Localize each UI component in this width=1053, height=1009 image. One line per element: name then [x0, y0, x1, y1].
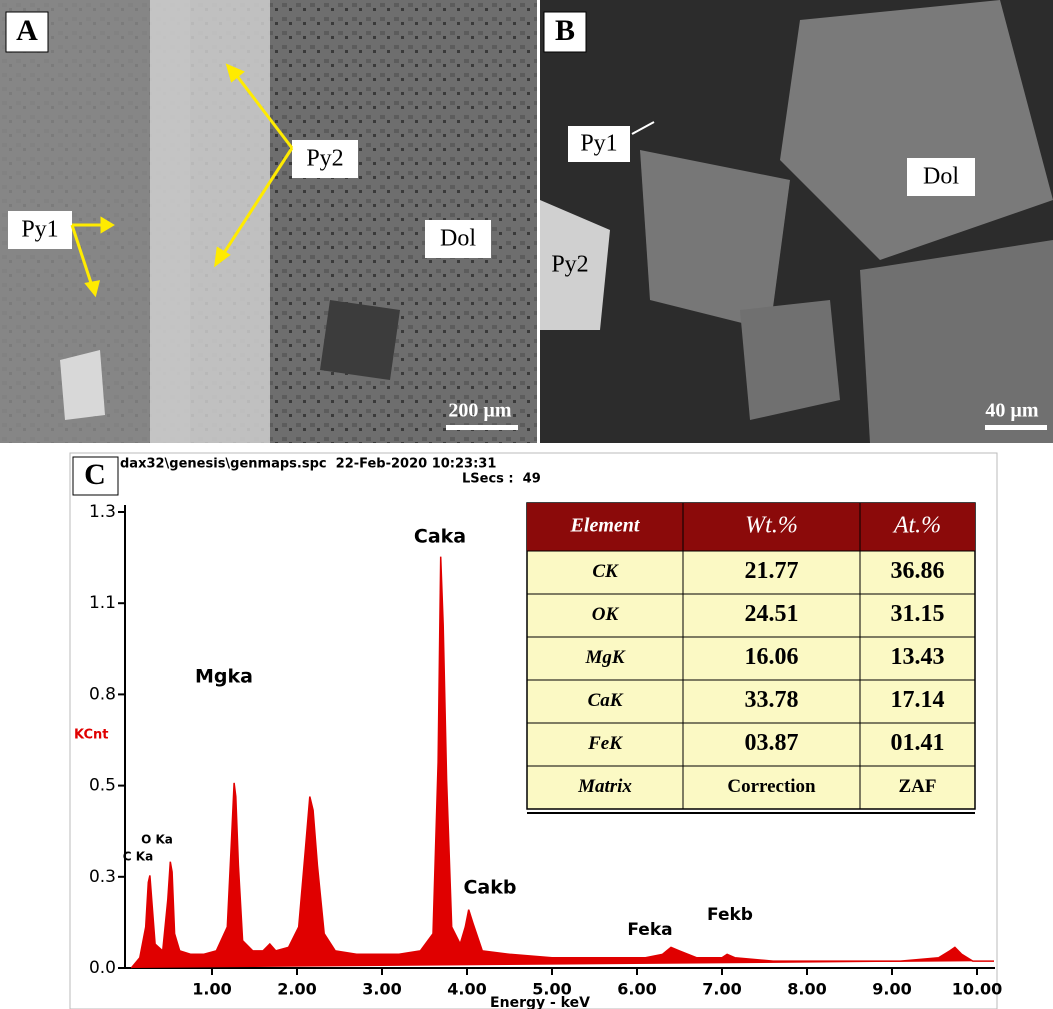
- scale-bar-label: 200 µm: [448, 400, 512, 422]
- table-cell: ZAF: [899, 776, 937, 797]
- sem-region: [150, 0, 270, 443]
- table-cell: CK: [592, 561, 619, 582]
- table-cell: 13.43: [891, 644, 945, 670]
- mineral-label: Py1: [580, 131, 617, 157]
- y-tick-label: 1.1: [89, 593, 116, 613]
- x-tick-label: 7.00: [702, 980, 741, 999]
- x-tick-label: 9.00: [872, 980, 911, 999]
- table-cell: 24.51: [745, 601, 799, 627]
- x-tick-label: 4.00: [447, 980, 486, 999]
- peak-label: Cakb: [463, 877, 516, 899]
- table-cell: 21.77: [745, 558, 799, 584]
- peak-label: Feka: [627, 920, 672, 940]
- mineral-label: Dol: [440, 226, 476, 252]
- x-tick-label: 3.00: [362, 980, 401, 999]
- panel-label: B: [555, 14, 575, 47]
- table-header: Wt.%: [745, 513, 798, 539]
- file-info: dax32\genesis\genmaps.spc 22-Feb-2020 10…: [120, 457, 496, 472]
- y-tick-label: 0.3: [89, 867, 116, 887]
- table-cell: 31.15: [891, 601, 945, 627]
- sem-region: [740, 300, 840, 420]
- panel-label: C: [84, 458, 106, 491]
- panel-a: A Py2 Py1 Dol 200 µm: [0, 0, 537, 443]
- y-tick-label: 0.0: [89, 958, 116, 978]
- table-cell: 01.41: [891, 730, 945, 756]
- table-header: Element: [570, 515, 641, 537]
- table-cell: 16.06: [745, 644, 799, 670]
- sem-region: [60, 350, 105, 420]
- table-cell: OK: [592, 604, 620, 625]
- peak-label: O Ka: [141, 833, 173, 847]
- live-seconds: LSecs : 49: [462, 472, 541, 487]
- table-cell: 17.14: [891, 687, 945, 713]
- table-cell: FeK: [587, 733, 623, 754]
- table-cell: 36.86: [891, 558, 945, 584]
- table-cell: 03.87: [745, 730, 799, 756]
- y-tick-label: 0.5: [89, 776, 116, 796]
- scale-bar: [985, 425, 1047, 430]
- table-cell: Correction: [727, 776, 816, 797]
- mineral-label: Py2: [551, 252, 588, 278]
- mineral-label: Py1: [21, 217, 58, 243]
- mineral-label: Py2: [306, 146, 343, 172]
- panel-label: A: [16, 14, 38, 47]
- scale-bar-label: 40 µm: [985, 400, 1039, 422]
- table-cell: CaK: [588, 690, 624, 711]
- table-cell: 33.78: [745, 687, 799, 713]
- table-cell: Matrix: [577, 776, 632, 797]
- table-cell: MgK: [584, 647, 625, 668]
- x-tick-label: 2.00: [277, 980, 316, 999]
- x-tick-label: 8.00: [787, 980, 826, 999]
- y-axis-label: KCnt: [74, 728, 109, 743]
- x-tick-label: 1.00: [192, 980, 231, 999]
- panel-b: B Py1 Dol Py2 40 µm: [540, 0, 1053, 443]
- x-tick-label: 6.00: [617, 980, 656, 999]
- peak-label: Mgka: [195, 666, 253, 688]
- x-tick-label: 10.00: [952, 980, 1003, 999]
- sem-region: [640, 150, 790, 330]
- y-tick-label: 0.8: [89, 684, 116, 704]
- peak-label: C Ka: [123, 850, 153, 864]
- sem-region: [320, 300, 400, 380]
- table-header: At.%: [892, 513, 941, 539]
- scale-bar: [446, 425, 518, 430]
- peak-label: Caka: [414, 526, 466, 548]
- y-tick-label: 1.3: [89, 502, 116, 522]
- peak-label: Fekb: [707, 905, 753, 925]
- mineral-label: Dol: [923, 164, 959, 190]
- x-tick-label: 5.00: [532, 980, 571, 999]
- figure: A Py2 Py1 Dol 200 µm B Py1 Dol Py2 40 µm: [0, 0, 1053, 1009]
